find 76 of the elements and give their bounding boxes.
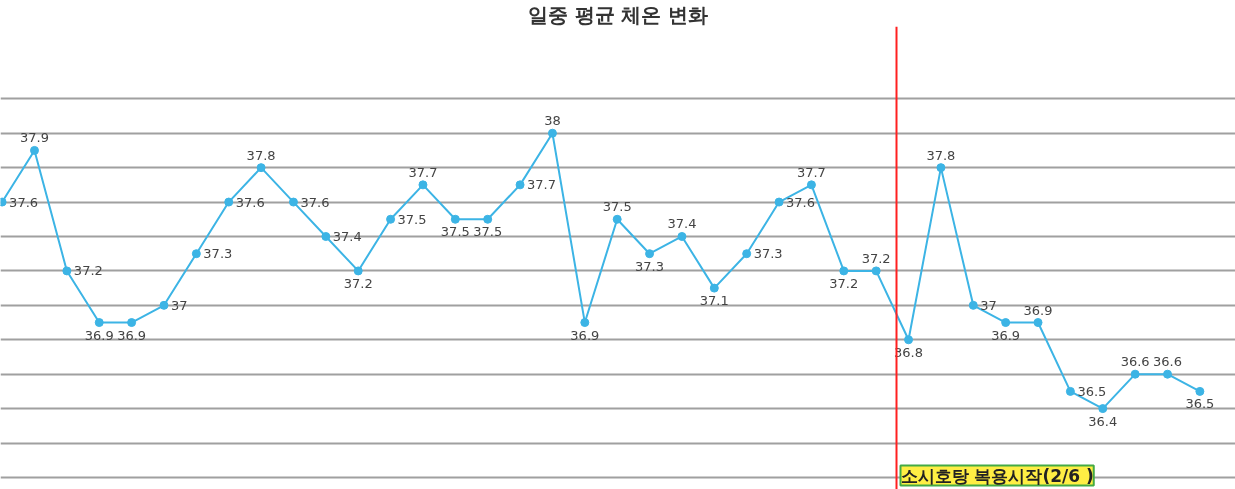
data-label: 37.2 <box>829 275 859 291</box>
data-label: 37.6 <box>9 194 39 210</box>
data-label: 36.9 <box>117 327 147 343</box>
point <box>839 266 849 276</box>
point <box>774 197 784 207</box>
point <box>1001 318 1011 328</box>
data-label: 37.6 <box>300 194 330 210</box>
data-label: 38 <box>544 113 561 129</box>
data-label: 37 <box>170 297 188 313</box>
point <box>450 214 460 224</box>
data-label: 37.3 <box>203 246 233 262</box>
point <box>29 145 39 155</box>
point <box>1033 318 1043 328</box>
point <box>871 266 881 276</box>
point <box>1098 404 1108 414</box>
point <box>1065 386 1075 396</box>
data-label: 37 <box>980 297 997 313</box>
point <box>256 163 266 173</box>
data-label: 36.4 <box>1088 413 1118 429</box>
data-label: 37.2 <box>73 263 103 279</box>
point <box>386 214 396 224</box>
point <box>612 214 622 224</box>
point <box>806 180 816 190</box>
point <box>515 180 525 190</box>
point <box>321 231 331 241</box>
data-label: 36.6 <box>1153 354 1182 370</box>
data-label: 37.9 <box>20 130 49 146</box>
data-label: 36.9 <box>570 327 600 343</box>
data-label: 37.3 <box>635 258 665 274</box>
data-label: 37.5 <box>397 211 427 227</box>
annotation: 소시호탕 복용시작(2/6 ) <box>900 465 1094 486</box>
data-label: 36.9 <box>84 327 114 343</box>
point <box>483 214 493 224</box>
data-label: 36.5 <box>1185 396 1215 412</box>
data-label: 37.3 <box>753 246 783 262</box>
point <box>191 249 201 259</box>
point <box>94 318 104 328</box>
data-label: 37.2 <box>343 275 373 291</box>
data-label: 37.8 <box>246 147 276 163</box>
point <box>904 335 914 345</box>
point <box>288 197 298 207</box>
point <box>224 197 234 207</box>
point <box>709 283 719 293</box>
point <box>677 231 687 241</box>
data-label: 36.9 <box>1023 302 1053 318</box>
data-label: 37.2 <box>861 250 891 266</box>
point <box>645 249 655 259</box>
point <box>127 318 137 328</box>
data-label: 36.9 <box>991 327 1021 343</box>
point <box>418 180 428 190</box>
data-label: 37.5 <box>473 224 503 240</box>
point <box>62 266 72 276</box>
point <box>1130 369 1140 379</box>
point <box>353 266 363 276</box>
point <box>936 163 946 173</box>
data-label: 37.8 <box>926 147 956 163</box>
point <box>1195 386 1205 396</box>
point <box>547 128 557 138</box>
data-label: 37.7 <box>796 164 826 180</box>
data-label: 37.5 <box>440 224 470 240</box>
point <box>580 318 590 328</box>
data-label: 36.6 <box>1120 354 1150 370</box>
data-label: 37.1 <box>699 293 729 309</box>
point <box>968 300 978 310</box>
point <box>742 249 752 259</box>
data-label: 37.6 <box>235 194 265 210</box>
data-label: 37.4 <box>667 216 697 232</box>
data-label: 37.5 <box>602 199 632 215</box>
data-label: 36.5 <box>1077 383 1107 399</box>
data-label: 37.7 <box>408 164 438 180</box>
point <box>159 300 169 310</box>
point <box>1163 369 1173 379</box>
data-label: 37.4 <box>332 228 362 244</box>
data-label: 37.7 <box>527 177 557 193</box>
chart-title: 일중 평균 체온 변화 <box>527 2 709 27</box>
data-label: 37.6 <box>786 194 815 210</box>
